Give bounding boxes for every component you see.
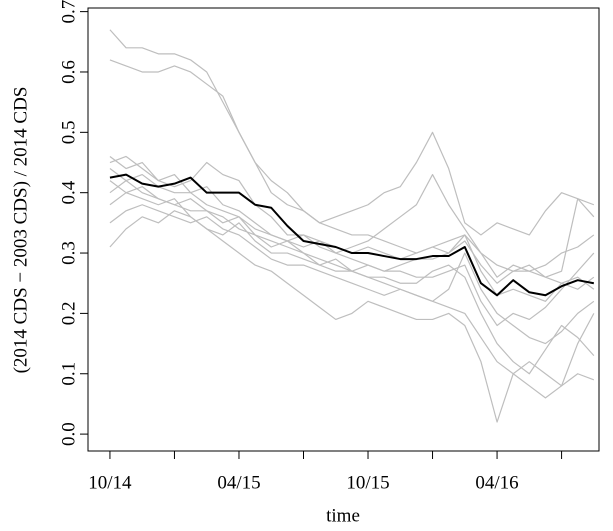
y-tick-label: 0.3 <box>58 241 79 265</box>
y-tick-label: 0.4 <box>58 180 79 204</box>
x-tick-label: 10/14 <box>88 472 132 493</box>
y-axis-label: (2014 CDS − 2003 CDS) / 2014 CDS <box>10 87 31 374</box>
y-tick-label: 0.5 <box>58 120 79 144</box>
x-tick-label: 04/15 <box>217 472 260 493</box>
y-tick-label: 0.7 <box>58 0 79 23</box>
x-tick-label: 10/15 <box>346 472 389 493</box>
series-line <box>109 204 595 345</box>
series-line <box>109 173 595 297</box>
series-line <box>109 29 595 272</box>
series-line <box>109 155 595 290</box>
series-line <box>109 180 595 302</box>
series-line <box>109 168 595 327</box>
y-tick-label: 0.1 <box>58 362 79 386</box>
series-line <box>109 59 595 236</box>
y-tick-label: 0.0 <box>58 422 79 446</box>
y-tick-label: 0.2 <box>58 302 79 326</box>
plot-box <box>87 7 600 452</box>
x-axis-label: time <box>326 505 360 526</box>
series-line <box>109 173 595 284</box>
x-tick-label: 04/16 <box>475 472 518 493</box>
y-tick-label: 0.6 <box>58 60 79 84</box>
